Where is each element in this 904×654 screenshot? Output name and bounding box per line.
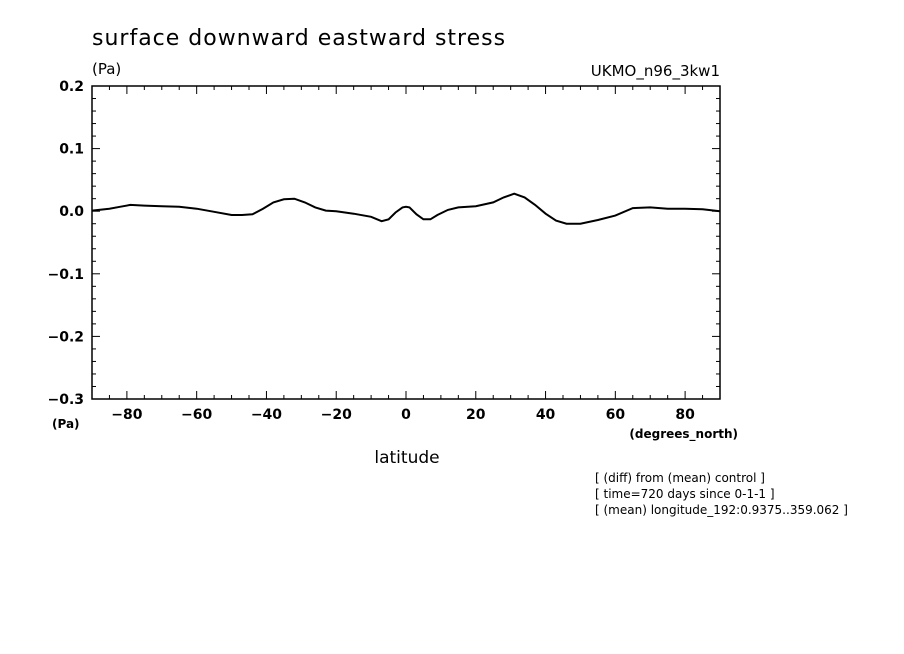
x-tick-label: 40 xyxy=(536,407,556,423)
x-tick-labels: −80 −60 −40 −20 0 20 40 60 80 xyxy=(111,407,695,423)
x-tick-label: 80 xyxy=(675,407,695,423)
y-tick-label: −0.3 xyxy=(47,392,84,408)
x-tick-label: 20 xyxy=(466,407,486,423)
note-line-3: [ (mean) longitude_192:0.9375..359.062 ] xyxy=(595,503,848,517)
note-line-2: [ time=720 days since 0-1-1 ] xyxy=(595,487,775,501)
x-tick-label: 60 xyxy=(606,407,626,423)
y-tick-label: −0.1 xyxy=(47,267,84,283)
y-unit-bottom: (Pa) xyxy=(52,417,80,431)
chart-title: surface downward eastward stress xyxy=(92,26,506,51)
y-tick-label: −0.2 xyxy=(47,329,84,345)
axis-ticks xyxy=(92,85,720,400)
x-tick-label: 0 xyxy=(401,407,411,423)
series-line xyxy=(91,192,721,225)
plot-frame xyxy=(91,85,721,400)
x-tick-label: −80 xyxy=(111,407,142,423)
y-tick-label: 0.0 xyxy=(59,204,84,220)
y-unit-top: (Pa) xyxy=(92,60,121,78)
y-tick-label: 0.1 xyxy=(59,142,84,158)
x-tick-label: −60 xyxy=(181,407,212,423)
x-tick-label: −40 xyxy=(251,407,282,423)
y-tick-labels: 0.2 0.1 0.0 −0.1 −0.2 −0.3 xyxy=(47,79,84,408)
model-label: UKMO_n96_3kw1 xyxy=(591,62,720,81)
x-tick-label: −20 xyxy=(321,407,352,423)
x-unit-label: (degrees_north) xyxy=(629,427,738,442)
x-axis-label: latitude xyxy=(374,448,439,468)
y-tick-label: 0.2 xyxy=(59,79,84,95)
note-line-1: [ (diff) from (mean) control ] xyxy=(595,471,765,485)
